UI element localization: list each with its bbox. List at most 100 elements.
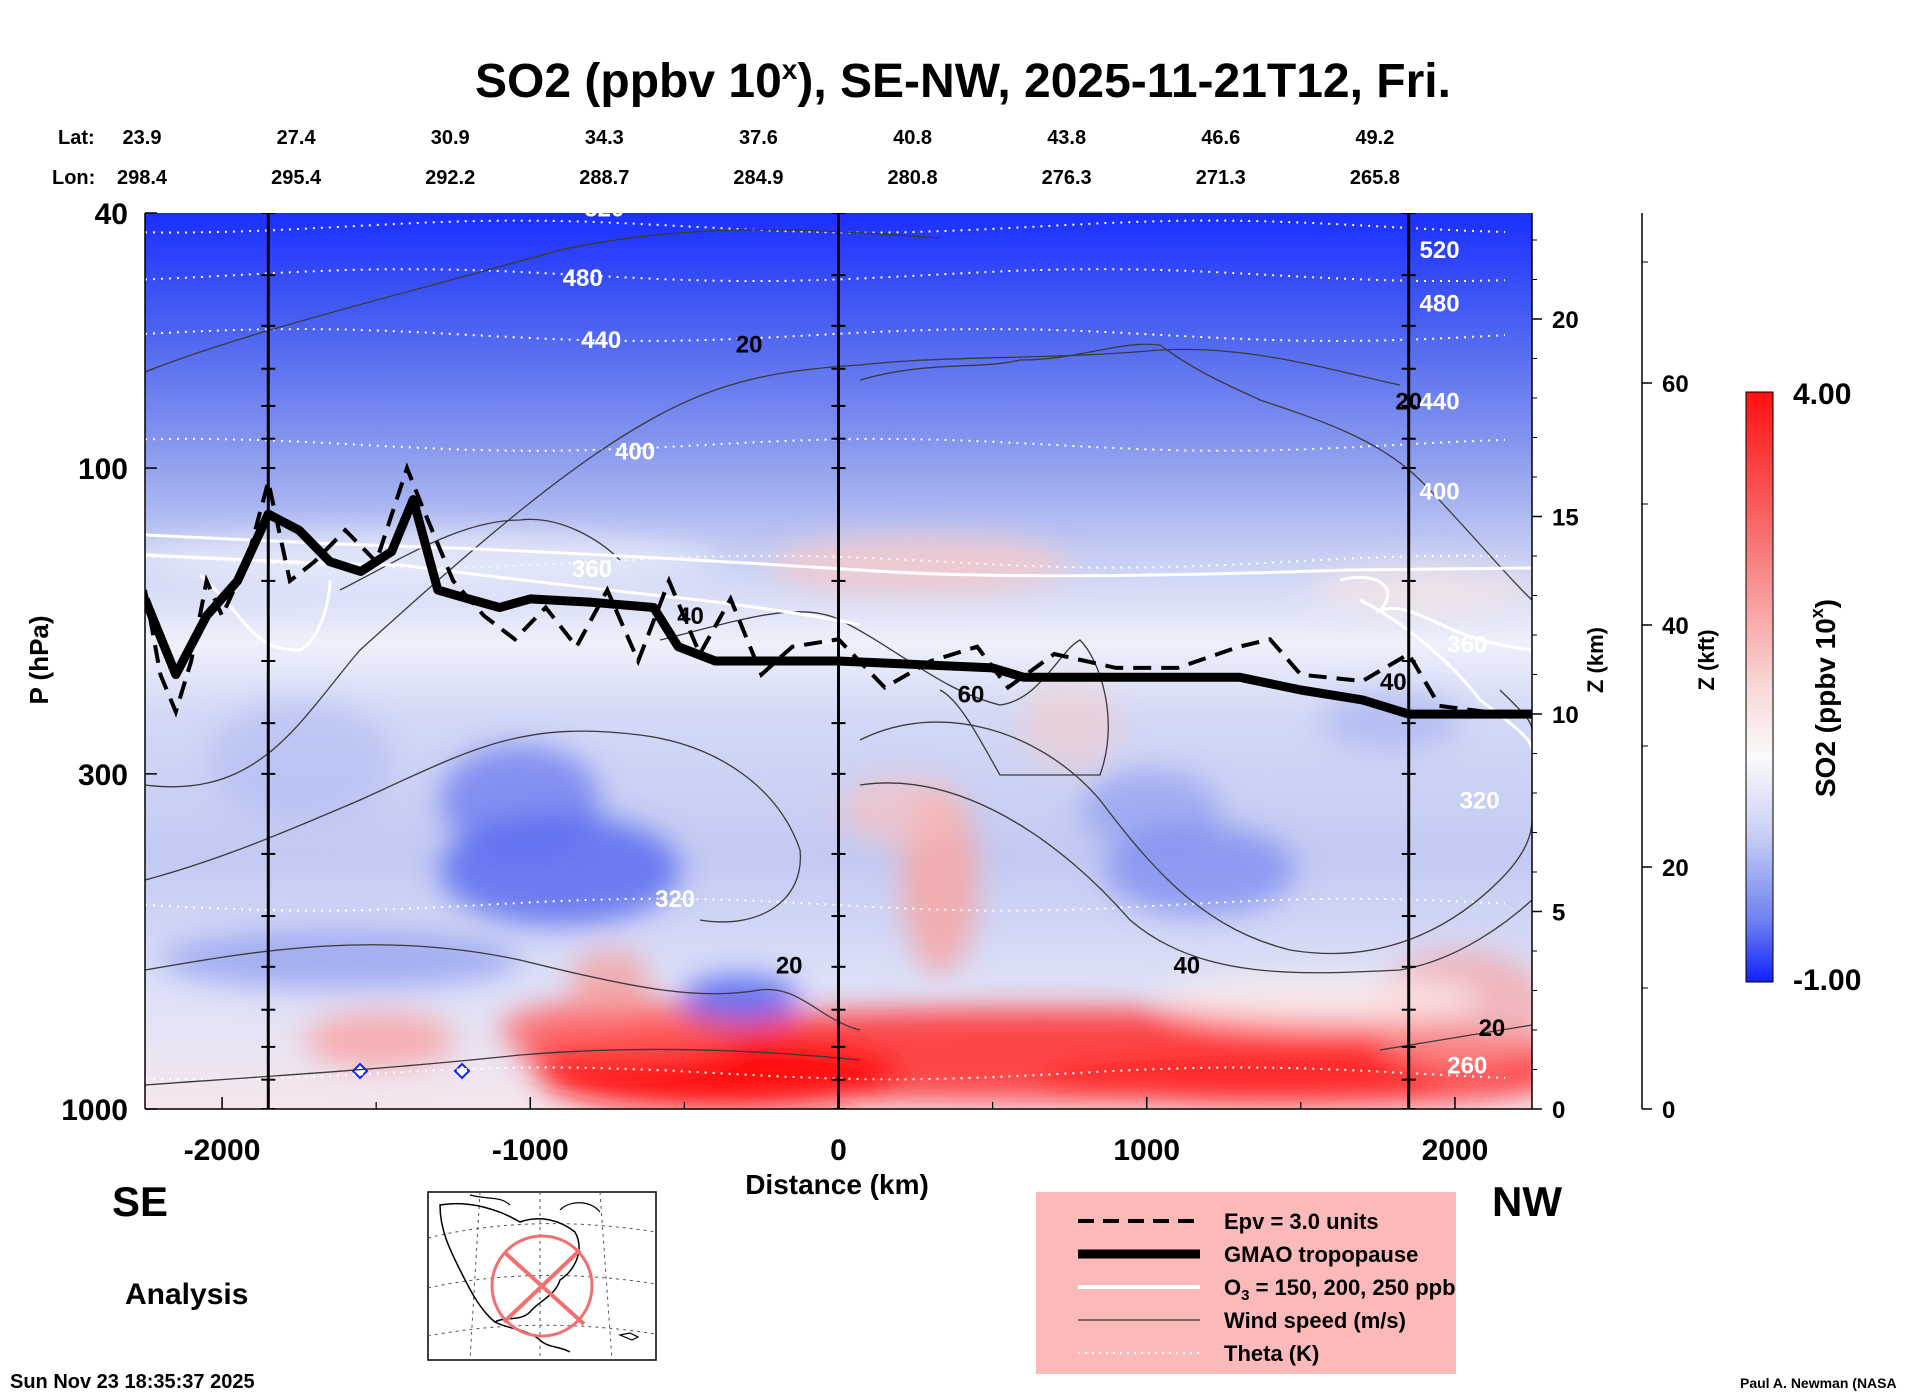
x-tick-label: -2000 [184, 1134, 261, 1167]
lon-label: Lon: [52, 167, 95, 189]
z-km-tick-label: 15 [1552, 505, 1579, 532]
wind-speed-contour [145, 944, 861, 1031]
contour-label: 360 [1447, 632, 1487, 659]
lon-value: 284.9 [733, 167, 783, 189]
lat-label: Lat: [58, 127, 95, 149]
x-tick-label: 1000 [1113, 1134, 1180, 1167]
wind-speed-contour [859, 782, 1532, 974]
z-kft-tick-label: 20 [1662, 855, 1689, 882]
z-kft-tick-label: 0 [1662, 1097, 1675, 1124]
z-km-tick-label: 0 [1552, 1097, 1565, 1124]
x-tick-label: 2000 [1422, 1134, 1489, 1167]
lat-value: 43.8 [1047, 127, 1086, 149]
section-track-line [502, 1250, 586, 1326]
legend: Epv = 3.0 units GMAO tropopause O3 = 150, … [1036, 1192, 1456, 1374]
legend-label: Epv = 3.0 units [1224, 1209, 1379, 1234]
legend-label: Theta (K) [1224, 1341, 1319, 1366]
theta-contour [145, 897, 1506, 912]
section-track-line [502, 1248, 582, 1324]
z-km-tick-label: 10 [1552, 702, 1579, 729]
inset-map-frame [427, 1191, 657, 1361]
lat-value: 23.9 [123, 127, 162, 149]
map-graticule [469, 1191, 481, 1361]
lat-value: 27.4 [277, 127, 317, 149]
contour-label: 440 [581, 327, 621, 354]
theta-contour [145, 554, 1506, 569]
lat-value: 46.6 [1201, 127, 1240, 149]
contour-label: 260 [1447, 1052, 1487, 1079]
coastline [439, 1202, 580, 1323]
z-kft-tick-label: 60 [1662, 371, 1689, 398]
colorbar-max-label: 4.00 [1793, 378, 1851, 411]
wind-speed-contour [1379, 1024, 1532, 1051]
ozone-contour [1359, 598, 1532, 751]
lon-value: 265.8 [1350, 167, 1400, 189]
y-tick-label: 1000 [61, 1094, 128, 1127]
lon-value: 280.8 [888, 167, 938, 189]
epv-line [145, 462, 1532, 718]
gmao-tropopause-line [145, 495, 1532, 719]
wind-speed-contour [859, 721, 1532, 955]
direction-se-label: SE [112, 1178, 168, 1225]
colorbar [1745, 391, 1774, 983]
lon-value: 295.4 [271, 167, 322, 189]
lat-value: 30.9 [431, 127, 470, 149]
colorbar-min-label: -1.00 [1793, 964, 1861, 997]
x-tick-label: 0 [830, 1134, 847, 1167]
direction-nw-label: NW [1492, 1178, 1562, 1225]
wind-speed-contours [145, 229, 1532, 1086]
lon-value: 298.4 [117, 167, 168, 189]
wind-speed-contour [145, 1048, 861, 1086]
z-km-tick-label: 5 [1552, 900, 1565, 927]
x-tick-label: -1000 [492, 1134, 569, 1167]
y-tick-label: 40 [95, 198, 128, 231]
contour-label: 480 [1420, 291, 1460, 318]
y-tick-label: 300 [78, 759, 128, 792]
coastline [617, 1332, 640, 1341]
contour-label: 520 [584, 195, 624, 222]
ozone-contour [145, 533, 1532, 578]
lon-value: 292.2 [425, 167, 475, 189]
z-km-axis-label: Z (km) [1583, 627, 1608, 693]
contour-label: 520 [1420, 237, 1460, 264]
colorbar-label: SO2 (ppbv 10x) [1807, 599, 1841, 797]
ozone-contour [145, 553, 861, 627]
x-axis-label: Distance (km) [745, 1169, 929, 1200]
contour-label: 60 [958, 681, 985, 708]
y-tick-label: 100 [78, 453, 128, 486]
ozone-contour [1339, 575, 1532, 652]
contour-label: 40 [1173, 953, 1200, 980]
theta-contour [145, 327, 1506, 343]
contour-label: 40 [1380, 669, 1407, 696]
timestamp: Sun Nov 23 18:35:37 2025 [10, 1371, 255, 1393]
lat-value: 34.3 [585, 127, 624, 149]
contour-label: 20 [736, 331, 763, 358]
chart-title: SO2 (ppbv 10x), SE-NW, 2025-11-21T12, Fr… [475, 54, 1451, 108]
z-kft-axis-label: Z (kft) [1694, 629, 1719, 690]
z-km-tick-label: 20 [1552, 307, 1579, 334]
wind-speed-contour [145, 229, 941, 373]
coastline [494, 1321, 571, 1353]
contour-label: 320 [1460, 788, 1500, 815]
inset-map [427, 1191, 657, 1361]
contour-label: 400 [615, 439, 655, 466]
legend-label: GMAO tropopause [1224, 1242, 1418, 1267]
map-graticule [599, 1191, 613, 1361]
legend-label: O3 = 150, 200, 250 ppb [1224, 1275, 1456, 1304]
coastline [469, 1194, 601, 1213]
map-graticule [427, 1223, 657, 1239]
z-kft-tick-label: 40 [1662, 613, 1689, 640]
wind-speed-contour [659, 611, 1109, 776]
ozone-contours [145, 533, 1532, 751]
so2-anomaly-field [145, 530, 1532, 1109]
y-axis-label: P (hPa) [24, 615, 54, 704]
wind-speed-contour [859, 343, 1532, 601]
wind-speed-contour [145, 730, 801, 923]
lat-value: 49.2 [1355, 127, 1394, 149]
theta-contour [145, 268, 1506, 283]
lat-value: 37.6 [739, 127, 778, 149]
theta-contour [145, 219, 1506, 234]
contour-label: 440 [1420, 388, 1460, 415]
map-graticule [427, 1274, 657, 1289]
